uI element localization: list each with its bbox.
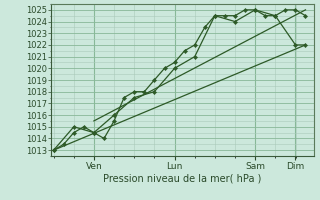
X-axis label: Pression niveau de la mer( hPa ): Pression niveau de la mer( hPa ) (103, 173, 261, 183)
